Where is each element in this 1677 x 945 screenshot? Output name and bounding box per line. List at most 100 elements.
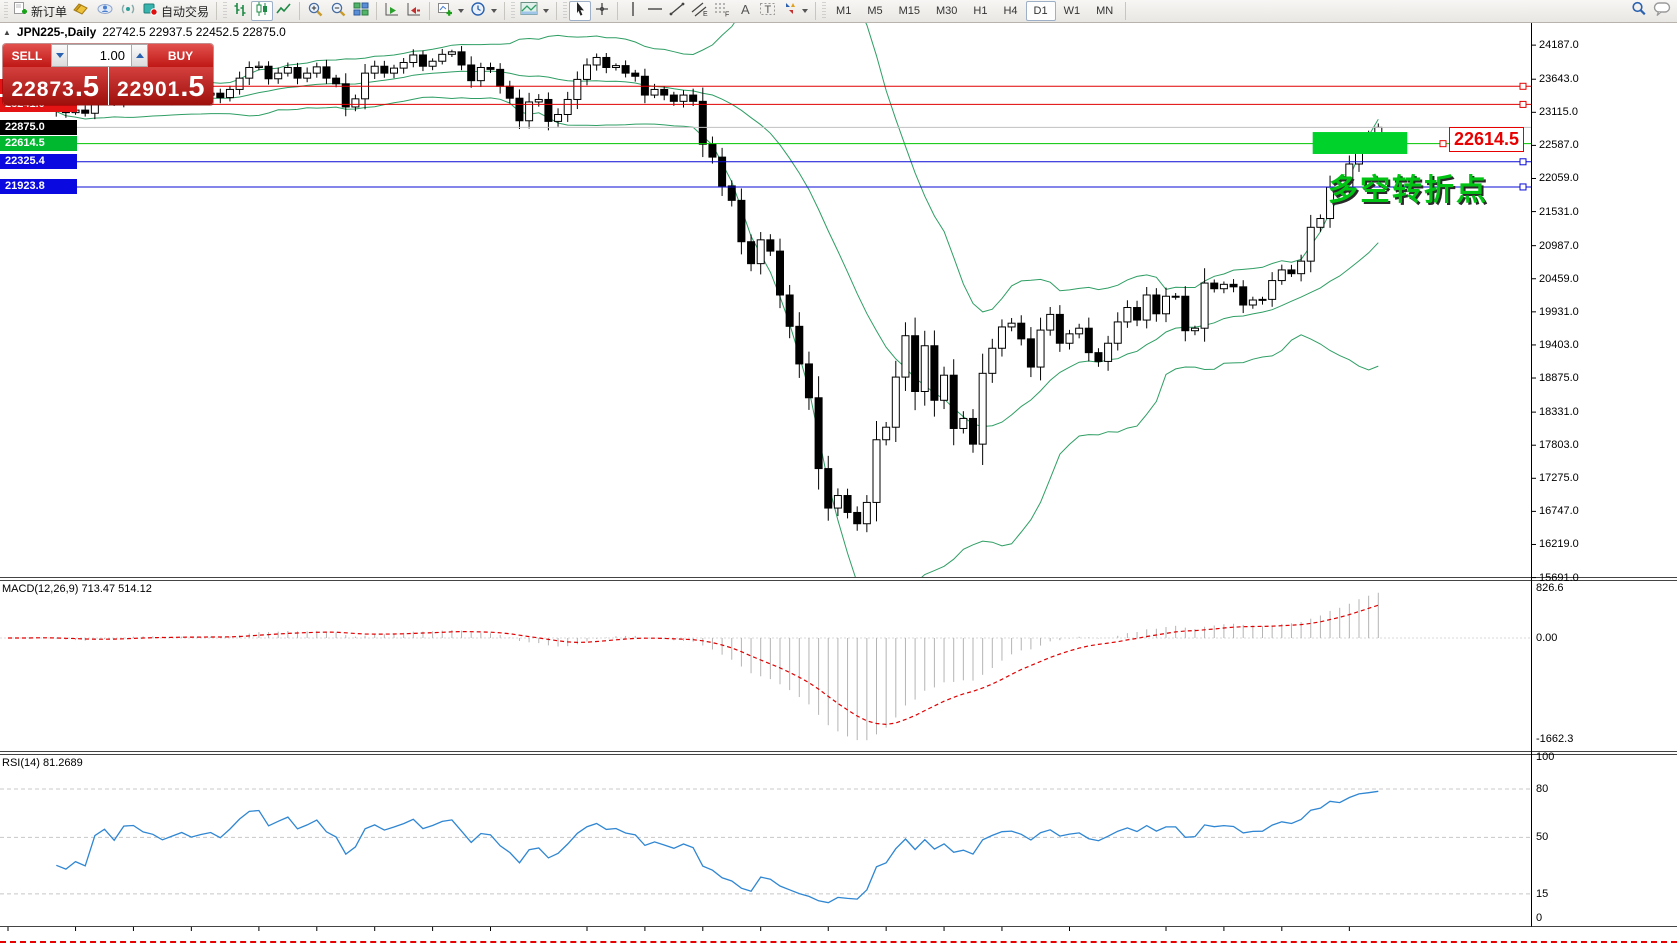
price-axis-tick: 16747.0 — [1539, 505, 1579, 518]
zoom-in-icon — [307, 1, 324, 22]
autotrading-button[interactable]: 自动交易 — [139, 1, 212, 21]
templates-button[interactable] — [517, 1, 552, 21]
chart-symbol-period: JPN225-,Daily — [16, 25, 97, 39]
timeframe-button-m15[interactable]: M15 — [898, 5, 920, 17]
zoom-in-button[interactable] — [304, 1, 327, 21]
profiles-button[interactable] — [467, 1, 500, 21]
timeframe-button-m5[interactable]: M5 — [867, 5, 883, 17]
rsi-label: RSI(14) 81.2689 — [2, 757, 83, 769]
navigator-button[interactable] — [93, 1, 117, 21]
trendline-button[interactable] — [666, 1, 688, 21]
line-chart-button[interactable] — [273, 1, 295, 21]
cursor-button[interactable] — [569, 1, 592, 22]
price-axis-tick: 19931.0 — [1539, 305, 1579, 318]
price-axis-tick: 22059.0 — [1539, 172, 1579, 185]
timeframe-button-h1[interactable]: H1 — [973, 5, 988, 17]
chart-ohlc-values: 22742.5 22937.5 22452.5 22875.0 — [102, 25, 286, 39]
tile-windows-button[interactable] — [350, 1, 372, 21]
price-axis-tick: 23643.0 — [1539, 73, 1579, 86]
arrows-button[interactable] — [779, 1, 811, 21]
auto-scroll-icon — [384, 1, 400, 22]
fibonacci-button[interactable]: F — [711, 1, 734, 21]
equidistant-channel-button[interactable]: E — [688, 1, 711, 21]
new-order-label: 新订单 — [31, 4, 68, 19]
chart-title: ▲ JPN225-,Daily 22742.5 22937.5 22452.5 … — [3, 25, 286, 39]
rsi-axis-tick: 0 — [1536, 912, 1543, 924]
chat-button[interactable] — [1650, 1, 1675, 21]
toolbar-handle[interactable] — [4, 2, 8, 20]
timeframe-button-mn[interactable]: MN — [1096, 5, 1114, 17]
zoom-out-icon — [330, 1, 347, 22]
rsi-axis-tick: 50 — [1536, 831, 1549, 844]
template-image-icon — [520, 1, 538, 21]
text-a-icon: A — [738, 1, 752, 22]
timeframe-button-d1[interactable]: D1 — [1025, 1, 1056, 21]
volume-input[interactable] — [68, 44, 131, 67]
arrows-caret — [802, 9, 809, 13]
chart-shift-button[interactable] — [403, 1, 425, 21]
macd-axis-tick: -1662.3 — [1536, 732, 1574, 745]
timeframe-button-h4[interactable]: H4 — [1003, 5, 1018, 17]
macd-axis-tick: 826.6 — [1536, 581, 1564, 594]
new-order-button[interactable]: 新订单 — [10, 1, 70, 21]
autotrading-icon — [142, 1, 158, 21]
vertical-line-icon — [627, 1, 639, 22]
buy-button[interactable]: BUY — [148, 44, 213, 67]
search-button[interactable] — [1627, 1, 1650, 21]
market-watch-button[interactable] — [70, 1, 93, 21]
price-axis-tick: 24187.0 — [1539, 39, 1579, 52]
timeframe-button-m1[interactable]: M1 — [836, 5, 852, 17]
bar-chart-button[interactable] — [229, 1, 251, 21]
autotrading-label: 自动交易 — [161, 4, 210, 19]
signals-button[interactable] — [117, 1, 139, 21]
crosshair-button[interactable] — [591, 1, 613, 21]
price-axis-tick: 22587.0 — [1539, 139, 1579, 152]
tile-windows-icon — [353, 1, 369, 21]
price-axis-tick: 21531.0 — [1539, 205, 1579, 218]
fibonacci-icon: F — [714, 1, 731, 22]
clock-icon — [470, 1, 486, 22]
signal-icon — [120, 1, 136, 21]
timeframe-button-m30[interactable]: M30 — [936, 5, 958, 17]
price-axis-tick: 15691.0 — [1539, 571, 1579, 584]
auto-scroll-button[interactable] — [381, 1, 403, 21]
horizontal-line-icon — [647, 2, 663, 20]
templates-caret — [543, 9, 550, 13]
sell-button[interactable]: SELL — [3, 44, 51, 67]
price-callout-box[interactable]: 22614.5 — [1449, 127, 1525, 152]
buy-price[interactable]: 22901 .5 — [108, 67, 213, 105]
price-axis-tick: 17803.0 — [1539, 439, 1579, 452]
text-button[interactable]: A — [734, 1, 756, 21]
price-line-label: 22875.0 — [0, 119, 77, 135]
volume-increase-button[interactable] — [131, 44, 148, 67]
candlestick-chart-button[interactable] — [251, 1, 274, 21]
new-chart-button[interactable] — [434, 1, 467, 21]
text-label-button[interactable]: T — [756, 1, 779, 21]
price-axis-tick: 20987.0 — [1539, 239, 1579, 252]
down-arrow-icon — [55, 53, 64, 58]
vertical-line-button[interactable] — [622, 1, 644, 21]
price-axis-tick: 17275.0 — [1539, 472, 1579, 485]
price-line-label: 22325.4 — [0, 154, 77, 170]
zoom-out-button[interactable] — [327, 1, 350, 21]
price-axis-tick: 23115.0 — [1539, 106, 1578, 119]
new-chart-icon — [437, 1, 453, 22]
one-click-trading-panel: SELL BUY 22873 .5 22901 .5 — [3, 44, 213, 105]
price-axis-tick: 19403.0 — [1539, 338, 1579, 351]
volume-decrease-button[interactable] — [51, 44, 68, 67]
horizontal-line-button[interactable] — [644, 1, 666, 21]
text-label-icon: T — [759, 1, 776, 22]
profiles-caret — [491, 9, 498, 13]
line-chart-icon — [276, 1, 292, 22]
timeframe-button-w1[interactable]: W1 — [1063, 5, 1081, 17]
price-line-label: 22614.5 — [0, 136, 77, 152]
cursor-icon — [573, 1, 587, 22]
collapse-chart-icon[interactable]: ▲ — [3, 27, 11, 37]
bar-chart-icon — [232, 1, 248, 22]
search-icon — [1630, 0, 1647, 22]
sell-price[interactable]: 22873 .5 — [3, 67, 108, 105]
rsi-axis-tick: 15 — [1536, 887, 1549, 900]
price-axis-tick: 18875.0 — [1539, 372, 1579, 385]
price-axis-tick: 20459.0 — [1539, 272, 1579, 285]
